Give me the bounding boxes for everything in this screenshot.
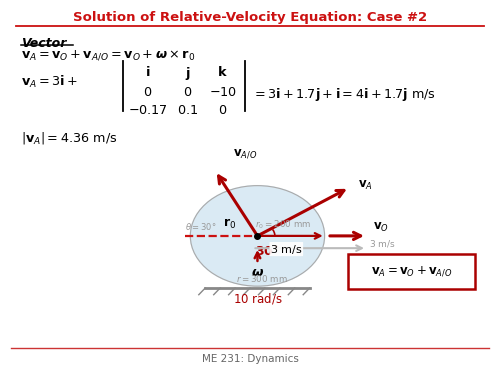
Text: $\mathbf{v}_{A/O}$: $\mathbf{v}_{A/O}$ <box>233 147 257 160</box>
Text: $10\ \mathrm{rad/s}$: $10\ \mathrm{rad/s}$ <box>232 291 282 306</box>
Text: $0$: $0$ <box>144 86 152 99</box>
Text: $\mathbf{v}_O$: $\mathbf{v}_O$ <box>373 221 389 234</box>
Text: $\boldsymbol{\omega}$: $\boldsymbol{\omega}$ <box>251 266 264 279</box>
Text: $3\ \mathrm{m/s}$: $3\ \mathrm{m/s}$ <box>370 238 396 249</box>
Text: $-10$: $-10$ <box>208 86 236 99</box>
Text: $3\ \mathrm{m/s}$: $3\ \mathrm{m/s}$ <box>270 243 302 256</box>
Circle shape <box>190 186 324 286</box>
Text: $\theta = 30°$: $\theta = 30°$ <box>186 221 217 232</box>
Text: $\mathbf{v}_A = \mathbf{v}_O + \mathbf{v}_{A/O} = \mathbf{v}_O + \boldsymbol{\om: $\mathbf{v}_A = \mathbf{v}_O + \mathbf{v… <box>22 48 196 62</box>
Text: $|\mathbf{v}_A| = 4.36\ \mathrm{m/s}$: $|\mathbf{v}_A| = 4.36\ \mathrm{m/s}$ <box>22 130 118 146</box>
Text: $\mathbf{30°}$: $\mathbf{30°}$ <box>255 244 280 258</box>
Text: $\mathbf{v}_A = \mathbf{v}_O + \mathbf{v}_{A/O}$: $\mathbf{v}_A = \mathbf{v}_O + \mathbf{v… <box>371 264 452 278</box>
Text: $\mathbf{k}$: $\mathbf{k}$ <box>218 65 228 80</box>
Text: Solution of Relative-Velocity Equation: Case #2: Solution of Relative-Velocity Equation: … <box>73 11 427 24</box>
Text: $0$: $0$ <box>183 86 192 99</box>
Text: $-0.17$: $-0.17$ <box>128 105 168 117</box>
Text: $\mathbf{j}$: $\mathbf{j}$ <box>185 65 190 82</box>
Text: $= 3\mathbf{i} + 1.7\mathbf{j} + \mathbf{i} = 4\mathbf{i} + 1.7\mathbf{j}\ \math: $= 3\mathbf{i} + 1.7\mathbf{j} + \mathbf… <box>252 86 436 103</box>
FancyBboxPatch shape <box>348 254 475 289</box>
Text: Vector: Vector <box>22 37 66 50</box>
Text: $\mathbf{r}_0$: $\mathbf{r}_0$ <box>224 217 237 231</box>
Text: $\mathbf{v}_A = 3\mathbf{i} + $: $\mathbf{v}_A = 3\mathbf{i} + $ <box>22 74 78 90</box>
Text: $\mathbf{i}$: $\mathbf{i}$ <box>146 65 151 80</box>
Text: $r = 300\ \mathrm{mm}$: $r = 300\ \mathrm{mm}$ <box>236 273 288 284</box>
Text: $\mathbf{v}_A$: $\mathbf{v}_A$ <box>358 179 374 192</box>
Text: $0$: $0$ <box>218 105 228 117</box>
Text: $r_0 = 200\ \mathrm{mm}$: $r_0 = 200\ \mathrm{mm}$ <box>255 218 312 231</box>
Text: $0.1$: $0.1$ <box>178 105 199 117</box>
Text: ME 231: Dynamics: ME 231: Dynamics <box>202 354 298 364</box>
